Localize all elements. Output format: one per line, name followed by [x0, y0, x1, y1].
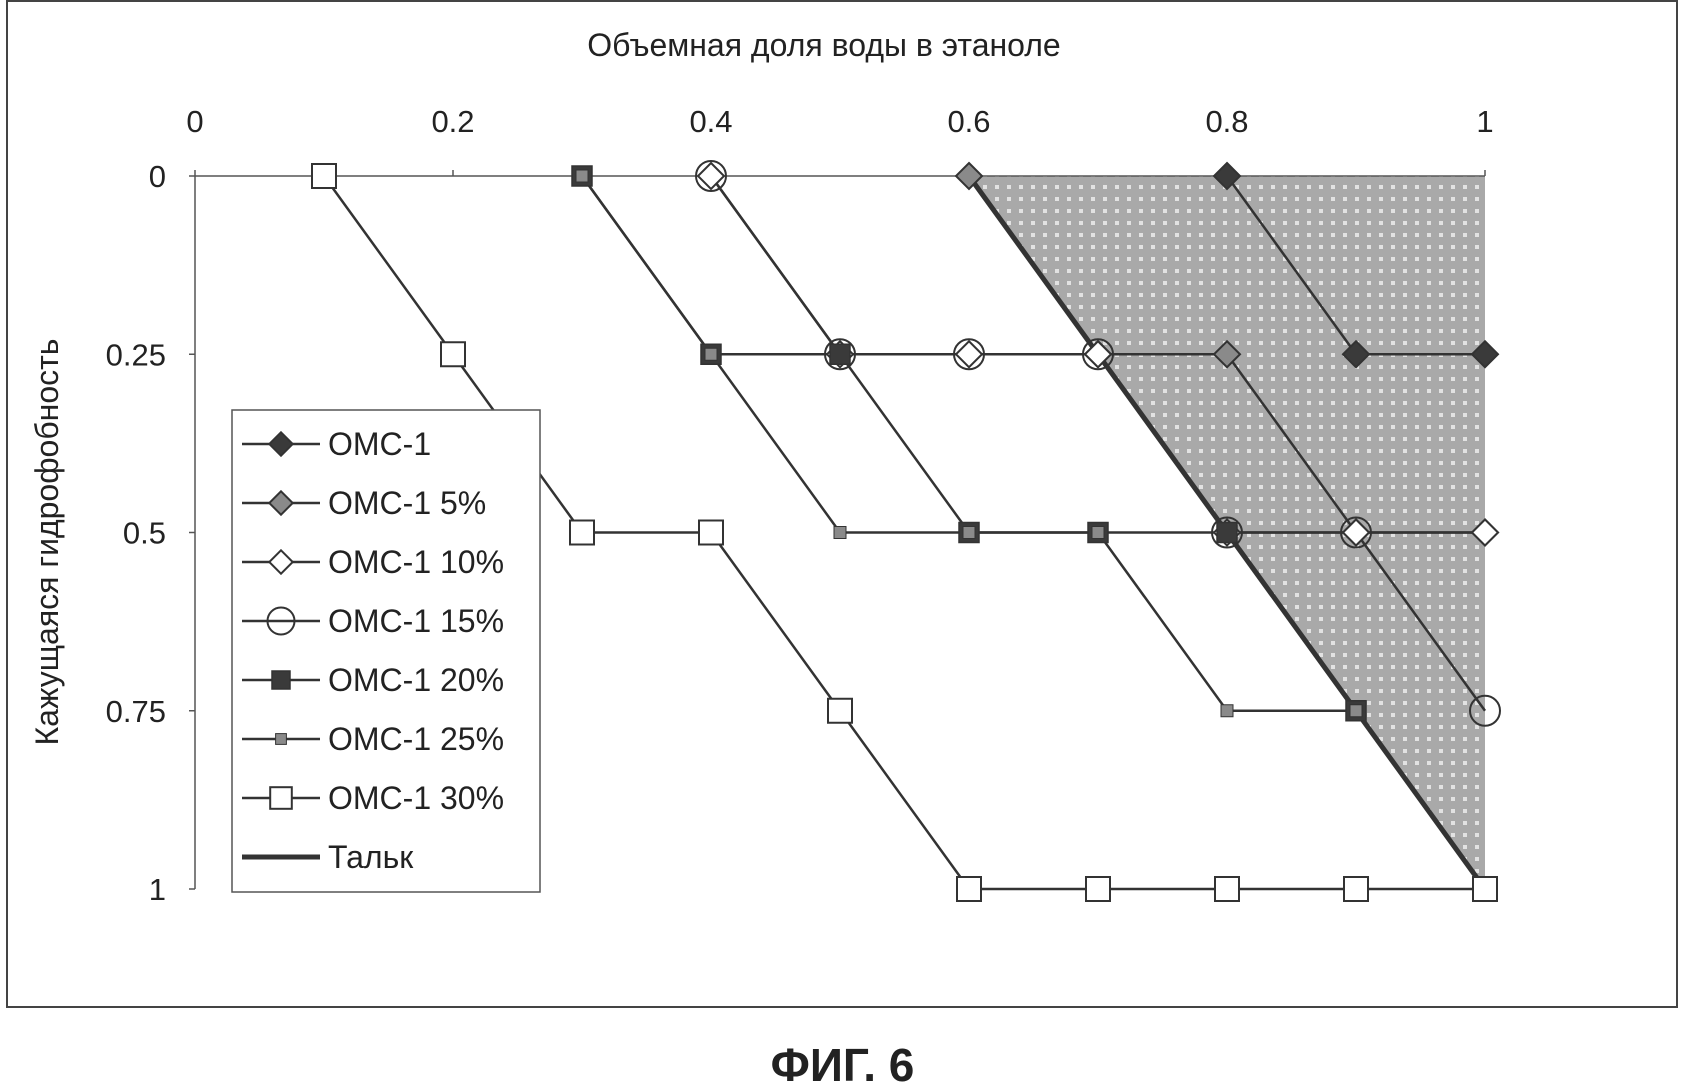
data-point-marker [1212, 161, 1242, 191]
y-tick-label: 1 [149, 872, 166, 907]
data-point-marker [696, 161, 726, 191]
data-point-marker [267, 548, 295, 576]
data-point-marker [1349, 704, 1363, 718]
legend-item: Тальк [242, 839, 414, 875]
series-4-markers [695, 160, 1501, 727]
data-point-marker [962, 526, 976, 539]
series-6 [580, 175, 1487, 890]
data-point-marker [833, 526, 847, 539]
data-point-marker [1083, 339, 1113, 369]
legend-item: ОМС-1 25% [242, 721, 504, 757]
x-tick-label: 0.2 [431, 104, 474, 139]
data-point-marker [704, 347, 718, 361]
data-point-marker [1212, 339, 1242, 369]
data-point-marker [275, 733, 287, 745]
data-point-marker [1214, 876, 1240, 902]
x-tick-label: 0.4 [689, 104, 732, 139]
legend-label: Тальк [328, 839, 414, 875]
data-point-marker [1470, 518, 1500, 547]
legend-label: ОМС-1 15% [328, 603, 504, 639]
data-point-marker [1341, 339, 1371, 369]
data-point-marker [1220, 704, 1234, 718]
data-point-marker [1211, 516, 1243, 549]
data-point-marker [1340, 516, 1372, 549]
data-point-marker [827, 697, 853, 724]
data-point-marker [695, 160, 727, 192]
data-point-marker [1472, 876, 1498, 902]
data-point-marker [954, 161, 984, 191]
data-point-marker [440, 341, 466, 368]
legend-label: ОМС-1 20% [328, 662, 504, 698]
data-point-marker [269, 786, 293, 810]
y-tick-label: 0.75 [106, 694, 166, 729]
data-point-marker [1470, 339, 1500, 369]
legend-item: ОМС-1 20% [242, 662, 504, 698]
chart-svg: Объемная доля воды в этаноле Кажущаяся г… [29, 27, 1501, 907]
data-point-marker [1091, 526, 1105, 539]
data-point-marker [271, 670, 291, 690]
legend-item: ОМС-1 10% [242, 544, 504, 580]
data-point-marker [954, 339, 984, 369]
data-point-marker [698, 519, 724, 546]
x-tick-label: 0.6 [947, 104, 990, 139]
legend-item: ОМС-1 [242, 426, 431, 462]
y-tick-label: 0.5 [123, 516, 166, 551]
data-point-marker [311, 163, 337, 189]
series-line [580, 175, 1487, 890]
data-point-marker [267, 430, 295, 458]
data-point-marker [267, 489, 295, 517]
legend-label: ОМС-1 25% [328, 721, 504, 757]
data-point-marker [824, 338, 856, 371]
legend-box [231, 409, 541, 893]
legend-item: ОМС-1 5% [242, 485, 486, 521]
data-point-marker [1216, 521, 1238, 544]
data-point-marker [829, 343, 851, 365]
series-6-markers [575, 169, 1492, 896]
y-tick-label: 0 [149, 159, 166, 194]
figure-caption: ФИГ. 6 [770, 1039, 915, 1091]
y-tick-label: 0.25 [106, 337, 166, 372]
data-point-marker [953, 338, 985, 371]
chart-frame: Объемная доля воды в этаноле Кажущаяся г… [6, 0, 1678, 1008]
series-7-markers [311, 163, 1498, 902]
data-point-marker [575, 169, 589, 183]
legend-label: ОМС-1 10% [328, 544, 504, 580]
x-tick-label: 1 [1476, 104, 1493, 139]
legend: ОМС-1 ОМС-1 5% ОМС-1 10% ОМС-1 15% ОМС-1 20%… [231, 409, 541, 893]
legend-item: ОМС-1 30% [242, 780, 504, 816]
x-tick-label: 0.8 [1205, 104, 1248, 139]
legend-label: ОМС-1 30% [328, 780, 504, 816]
data-point-marker [1082, 338, 1114, 371]
legend-label: ОМС-1 5% [328, 485, 486, 521]
x-tick-label: 0 [186, 104, 203, 139]
data-point-marker [569, 519, 595, 546]
x-axis-title: Объемная доля воды в этаноле [587, 27, 1060, 63]
data-point-marker [1469, 694, 1501, 727]
series-1-markers [1212, 161, 1500, 369]
legend-item: ОМС-1 15% [242, 603, 504, 639]
data-point-marker [266, 606, 296, 636]
data-point-marker [1341, 518, 1371, 547]
data-point-marker [1085, 876, 1111, 902]
data-point-marker [1343, 876, 1369, 902]
legend-label: ОМС-1 [328, 426, 431, 462]
plot-area: 0 0.2 0.4 0.6 0.8 1 0 0.25 0.5 0.75 1 [106, 104, 1501, 907]
data-point-marker [956, 876, 982, 902]
y-axis-title: Кажущаяся гидрофобность [29, 339, 65, 746]
